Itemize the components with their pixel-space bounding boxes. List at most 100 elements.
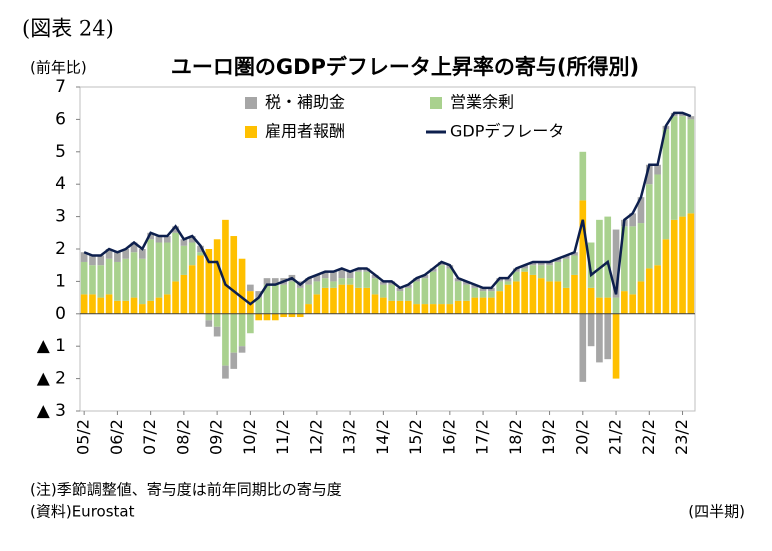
bar-segment bbox=[429, 271, 437, 305]
bar-segment bbox=[546, 281, 553, 314]
bar-segment bbox=[163, 294, 171, 314]
bar-segment bbox=[330, 271, 337, 282]
bar-segment bbox=[147, 232, 154, 240]
bar-segment bbox=[355, 271, 362, 288]
bar-segment bbox=[687, 119, 695, 214]
bar-segment bbox=[230, 352, 238, 369]
bar-segment bbox=[504, 284, 512, 314]
bar-segment bbox=[355, 268, 362, 272]
bar-segment bbox=[263, 278, 271, 285]
bar-segment bbox=[604, 216, 612, 298]
bar-segment bbox=[139, 258, 146, 305]
bar-segment bbox=[454, 281, 462, 301]
bar-segment bbox=[404, 284, 412, 288]
x-tick-label: 12/2 bbox=[306, 419, 325, 455]
bar-segment bbox=[180, 239, 188, 246]
bar-segment bbox=[521, 271, 528, 314]
bar-segment bbox=[529, 261, 537, 266]
bar-segment bbox=[188, 265, 196, 314]
bar-segment bbox=[271, 284, 279, 314]
bar-segment bbox=[413, 281, 420, 305]
source: (資料)Eurostat bbox=[30, 503, 135, 521]
bar-segment bbox=[488, 287, 495, 292]
bar-segment bbox=[404, 300, 412, 314]
y-tick-label: 0 bbox=[55, 304, 66, 324]
x-tick-label: 07/2 bbox=[140, 419, 159, 455]
bar-segment bbox=[197, 252, 204, 256]
x-axis-label: (四半期) bbox=[688, 503, 745, 521]
bar-segment bbox=[621, 226, 628, 292]
bar-segment bbox=[629, 226, 636, 295]
bar-segment bbox=[80, 252, 88, 262]
bar-segment bbox=[645, 164, 653, 185]
bar-segment bbox=[172, 281, 179, 314]
bar-segment bbox=[155, 297, 163, 314]
bar-segment bbox=[271, 313, 279, 321]
y-axis-label: (前年比) bbox=[30, 59, 87, 77]
bar-segment bbox=[305, 284, 312, 305]
x-tick-label: 16/2 bbox=[439, 419, 458, 455]
x-tick-label: 09/2 bbox=[207, 419, 226, 455]
bar-segment bbox=[654, 174, 661, 266]
bar-segment bbox=[371, 274, 379, 279]
bar-segment bbox=[629, 213, 636, 227]
bar-segment bbox=[80, 261, 88, 295]
bar-segment bbox=[679, 216, 686, 314]
bar-segment bbox=[571, 274, 578, 314]
bar-segment bbox=[263, 313, 271, 321]
bar-segment bbox=[122, 300, 130, 314]
bar-segment bbox=[130, 242, 138, 253]
bar-segment bbox=[163, 242, 171, 295]
bar-segment bbox=[537, 278, 545, 314]
bar-segment bbox=[596, 219, 603, 298]
bar-segment bbox=[346, 271, 354, 279]
legend-label: 税・補助金 bbox=[265, 93, 345, 112]
bar-segment bbox=[321, 287, 329, 314]
bar-segment bbox=[346, 278, 354, 285]
bar-segment bbox=[654, 164, 661, 175]
bar-segment bbox=[438, 261, 445, 266]
bar-segment bbox=[114, 300, 121, 314]
bar-segment bbox=[604, 313, 612, 360]
bar-segment bbox=[496, 281, 504, 292]
bar-segment bbox=[205, 249, 213, 314]
bar-segment bbox=[330, 281, 337, 288]
bar-segment bbox=[604, 297, 612, 314]
legend-swatch bbox=[245, 126, 257, 138]
bar-segment bbox=[521, 268, 528, 272]
bar-segment bbox=[488, 291, 495, 298]
bar-segment bbox=[654, 265, 661, 314]
bar-segment bbox=[255, 291, 263, 298]
bar-segment bbox=[637, 197, 645, 224]
bar-segment bbox=[396, 287, 404, 292]
bar-segment bbox=[163, 236, 171, 243]
bar-segment bbox=[188, 236, 196, 243]
bar-segment bbox=[247, 284, 254, 292]
bar-segment bbox=[529, 265, 537, 275]
bar-segment bbox=[222, 313, 229, 366]
x-tick-label: 11/2 bbox=[273, 419, 292, 455]
bar-segment bbox=[454, 300, 462, 314]
bar-segment bbox=[587, 287, 595, 314]
legend-label: 営業余剰 bbox=[450, 93, 514, 112]
bar-segment bbox=[346, 284, 354, 314]
bar-segment bbox=[645, 268, 653, 314]
bar-segment bbox=[247, 313, 254, 334]
bar-segment bbox=[147, 300, 154, 314]
bar-segment bbox=[205, 313, 213, 321]
bar-segment bbox=[571, 252, 578, 256]
bar-segment bbox=[471, 297, 479, 314]
bar-segment bbox=[313, 281, 321, 295]
bar-segment bbox=[612, 313, 620, 379]
bar-segment bbox=[479, 287, 487, 292]
x-tick-label: 17/2 bbox=[473, 419, 492, 455]
x-tick-label: 23/2 bbox=[672, 419, 691, 455]
legend-swatch bbox=[245, 97, 257, 109]
bar-segment bbox=[554, 261, 562, 282]
bar-segment bbox=[371, 294, 379, 314]
bar-segment bbox=[130, 252, 138, 298]
x-tick-label: 06/2 bbox=[107, 419, 126, 455]
x-tick-label: 20/2 bbox=[572, 419, 591, 455]
bar-segment bbox=[363, 287, 371, 314]
bar-segment bbox=[421, 278, 429, 305]
